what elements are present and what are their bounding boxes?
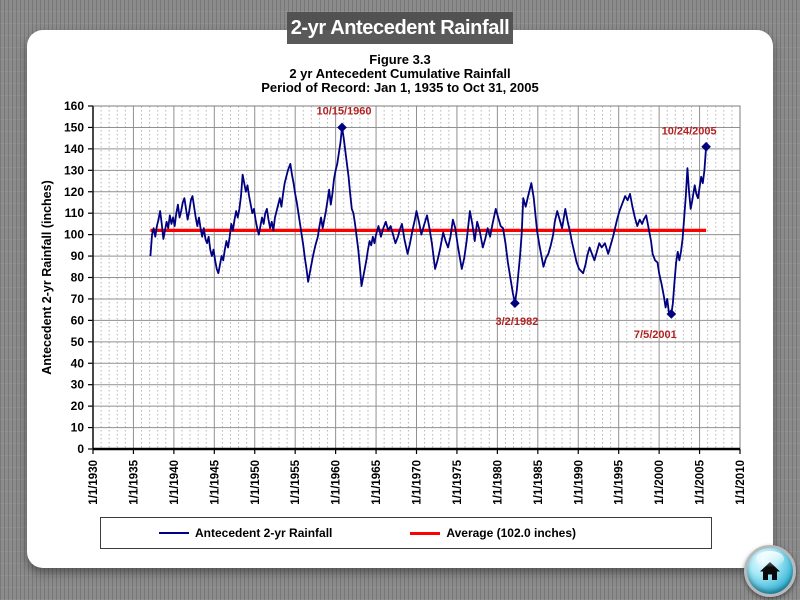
legend-series-label: Antecedent 2-yr Rainfall [195,526,333,540]
x-tick-label: 1/1/1945 [209,459,221,504]
series-antecedent-rainfall-line [149,126,708,315]
x-tick-label: 1/1/1965 [371,459,383,504]
banner-title: 2-yr Antecedent Rainfall [290,16,510,39]
y-tick-label: 70 [71,292,85,306]
x-tick-label: 1/1/1980 [492,460,504,505]
x-tick-label: 1/1/2000 [654,460,666,505]
x-tick-label: 1/1/1950 [250,460,262,505]
figure-title-block: Figure 3.3 2 yr Antecedent Cumulative Ra… [27,53,773,95]
average-line-swatch [410,531,441,535]
chart-legend: Antecedent 2-yr Rainfall Average (102.0 … [100,517,712,549]
y-tick-label: 160 [64,99,84,113]
y-tick-label: 0 [77,442,84,456]
figure-number: Figure 3.3 [369,52,431,67]
annotation-label: 10/15/1960 [316,105,371,117]
series-line-swatch [159,532,189,534]
x-tick-label: 1/1/1995 [614,459,626,504]
x-tick-label: 1/1/1955 [290,459,302,504]
x-tick-label: 1/1/2010 [735,460,747,505]
data-point-marker [701,141,711,152]
figure-subtitle: 2 yr Antecedent Cumulative Rainfall [289,66,511,81]
y-tick-label: 140 [64,142,84,156]
legend-item-average: Average (102.0 inches) [410,526,576,540]
x-tick-label: 1/1/1975 [452,459,464,504]
x-tick-label: 1/1/1930 [88,460,100,505]
data-point-marker [337,122,347,133]
legend-item-series: Antecedent 2-yr Rainfall [159,526,332,540]
x-tick-label: 1/1/1985 [533,459,545,504]
y-tick-label: 80 [71,271,85,285]
home-icon [760,562,780,580]
y-tick-label: 110 [65,206,85,220]
y-tick-label: 120 [64,185,84,199]
x-tick-label: 1/1/1940 [169,460,181,505]
title-banner: 2-yr Antecedent Rainfall [287,12,513,44]
y-tick-label: 130 [64,163,84,177]
y-tick-label: 60 [71,313,85,327]
y-tick-label: 20 [71,399,85,413]
y-tick-label: 50 [71,335,85,349]
x-tick-label: 1/1/1990 [573,460,585,505]
rainfall-chart: 0 10 20 30 40 50 60 70 80 90 100 110 120 130 140 150 160… [40,99,747,505]
y-tick-label: 40 [71,356,85,370]
y-axis-title: Antecedent 2-yr Rainfall (inches) [40,180,54,375]
slide: Figure 3.3 2 yr Antecedent Cumulative Ra… [27,30,773,568]
y-tick-label: 30 [71,378,85,392]
y-tick-label: 150 [64,120,84,134]
x-tick-label: 1/1/2005 [695,459,707,504]
y-tick-label: 10 [71,421,85,435]
figure-period-of-record: Period of Record: Jan 1, 1935 to Oct 31,… [261,80,539,95]
y-tick-label: 90 [71,249,85,263]
legend-average-label: Average (102.0 inches) [446,526,576,540]
home-button[interactable] [744,545,796,597]
annotation-label: 10/24/2005 [662,126,717,138]
x-tick-label: 1/1/1960 [331,460,343,505]
annotation-label: 7/5/2001 [634,329,677,341]
x-tick-label: 1/1/1935 [128,459,140,504]
annotation-label: 3/2/1982 [496,316,539,328]
data-point-marker [666,309,677,319]
y-tick-label: 100 [64,228,84,242]
x-tick-label: 1/1/1970 [412,460,424,505]
data-point-marker [510,298,520,309]
